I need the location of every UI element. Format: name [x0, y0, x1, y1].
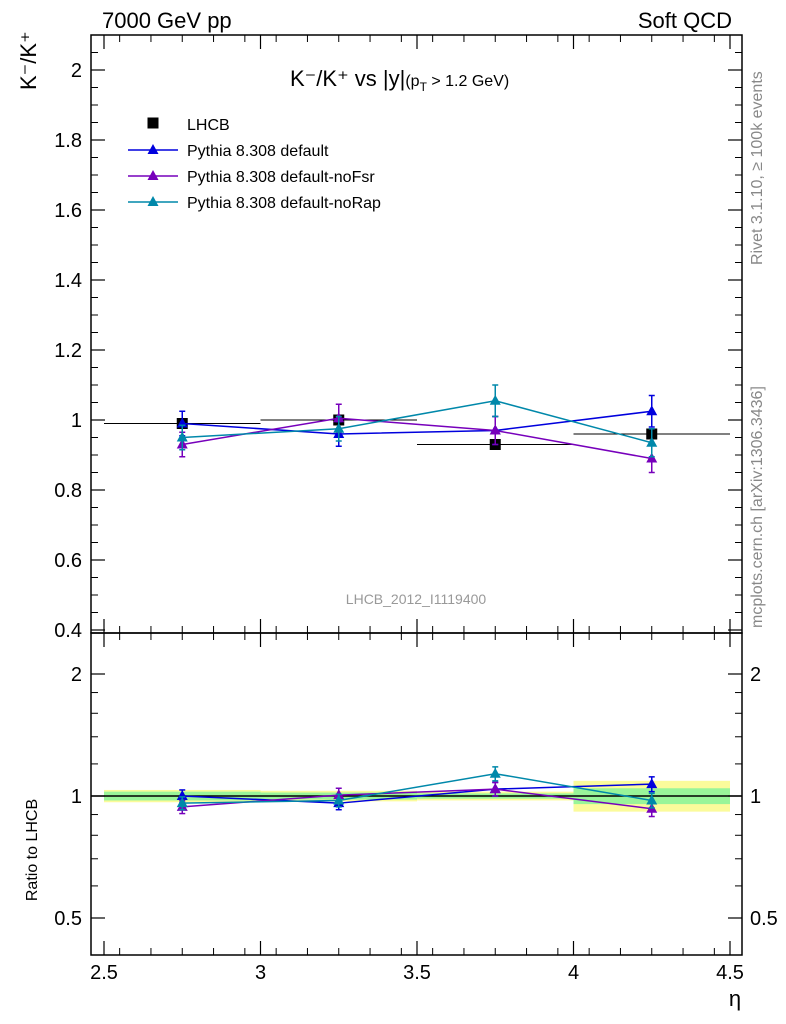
legend-marker-2: [147, 196, 159, 206]
x-tick-label: 3: [255, 962, 266, 984]
rivet-version-label: Rivet 3.1.10, ≥ 100k events: [749, 71, 766, 265]
x-tick-label: 4.5: [716, 962, 744, 984]
legend: LHCB Pythia 8.308 default Pythia 8.308 def…: [128, 117, 381, 212]
ratio-series-2-point: [333, 794, 345, 805]
main-panel: K⁻/K⁺ K⁻/K⁺ vs |y|(pT > 1.2 GeV) LHCB_20…: [16, 31, 743, 642]
ratio-y-tick-label-right: 1: [750, 786, 761, 808]
ratio-series-0-point: [646, 778, 658, 789]
main-y-tick-label: 0.8: [54, 480, 82, 502]
ratio-y-axis-label: Ratio to LHCB: [24, 799, 41, 901]
ratio-series-2-line: [182, 772, 652, 804]
ratio-series-2-point: [646, 794, 658, 805]
ratio-frame: [90, 632, 743, 956]
ratio-y-tick-label: 2: [71, 664, 82, 686]
main-y-tick-label: 1.4: [54, 270, 82, 292]
ratio-y-tick-label: 0.5: [54, 908, 82, 930]
ratio-y-tick-label-right: 0.5: [750, 908, 778, 930]
main-y-axis-label: K⁻/K⁺: [16, 31, 41, 90]
legend-label-0: Pythia 8.308 default: [187, 143, 329, 160]
ratio-y-tick-label: 1: [71, 786, 82, 808]
title-main: K⁻/K⁺ vs |y|: [290, 66, 405, 91]
ratio-series-2-point: [489, 767, 501, 778]
x-tick-label: 2.5: [90, 962, 118, 984]
main-series-0-point: [646, 405, 658, 416]
main-series-2-point: [646, 436, 658, 447]
title-cut: (p: [405, 73, 419, 90]
mcplots-label: mcplots.cern.ch [arXiv:1306.3436]: [749, 386, 766, 628]
main-series-1-point: [489, 424, 501, 435]
legend-label-1: Pythia 8.308 default-noFsr: [187, 169, 375, 186]
main-y-tick-label: 2: [71, 60, 82, 82]
header-process-label: Soft QCD: [638, 8, 732, 33]
x-axis-label: η: [729, 986, 741, 1011]
legend-label-lhcb: LHCB: [187, 117, 230, 134]
ratio-panel: Ratio to LHCB η 0.5 0.5 1 1 2 2 2.5 3 3.5 4 4.5: [24, 632, 778, 1011]
title-cut-tail: > 1.2 GeV): [427, 73, 509, 90]
main-y-tick-label: 1.8: [54, 130, 82, 152]
ratio-series-1-line: [182, 788, 652, 810]
main-y-tick-label: 1.6: [54, 200, 82, 222]
main-series-2-point: [489, 394, 501, 405]
main-series-2-point: [176, 431, 188, 442]
main-y-tick-label: 0.4: [54, 620, 82, 642]
analysis-id-label: LHCB_2012_I1119400: [346, 591, 487, 607]
main-y-tick-label: 1: [71, 410, 82, 432]
legend-marker-1: [147, 170, 159, 180]
main-y-tick-label: 0.6: [54, 550, 82, 572]
main-series-2-line: [182, 399, 652, 444]
legend-marker-0: [147, 144, 159, 154]
legend-marker-lhcb: [147, 117, 159, 129]
main-series-2-point: [333, 422, 345, 433]
plot-title: K⁻/K⁺ vs |y|(pT > 1.2 GeV): [290, 66, 509, 94]
x-tick-label: 3.5: [403, 962, 431, 984]
title-cut-sub: T: [420, 80, 428, 94]
ratio-series-2-point: [176, 797, 188, 808]
header-energy-label: 7000 GeV pp: [102, 8, 232, 33]
legend-label-2: Pythia 8.308 default-noRap: [187, 195, 381, 212]
main-y-tick-label: 1.2: [54, 340, 82, 362]
main-series-0-line: [182, 410, 652, 435]
ratio-y-tick-label-right: 2: [750, 664, 761, 686]
x-tick-label: 4: [568, 962, 579, 984]
ratio-series-1-point: [489, 783, 501, 794]
main-series-1-line: [182, 417, 652, 460]
